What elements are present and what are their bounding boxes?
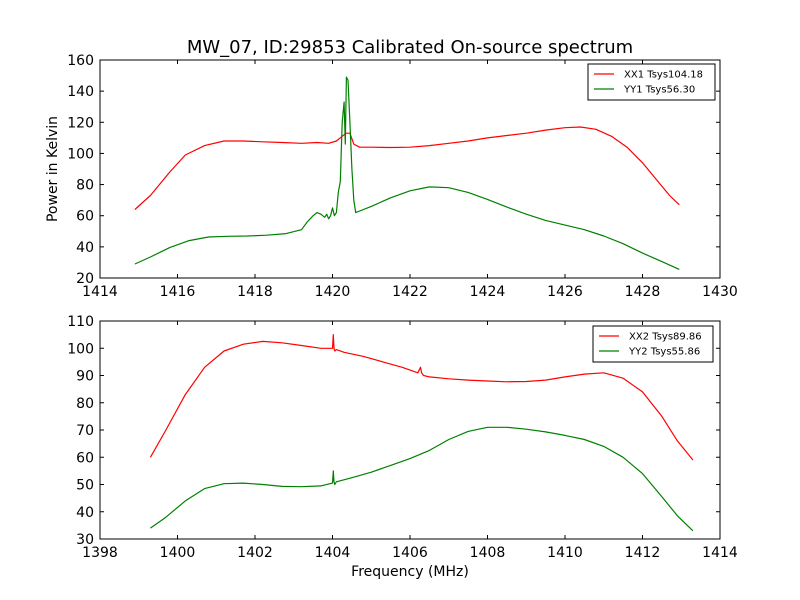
bottom-y-tick-label: 60 (76, 450, 94, 466)
bottom-x-tick-label: 1398 (82, 545, 118, 561)
top-x-tick-label: 1426 (547, 284, 583, 300)
top-x-tick-label: 1428 (625, 284, 661, 300)
bottom-legend-box (592, 325, 714, 363)
bottom-y-tick-label: 90 (76, 369, 94, 385)
bottom-x-tick-label: 1410 (547, 545, 583, 561)
top-y-tick-label: 100 (67, 146, 94, 162)
top-y-tick-label: 60 (76, 209, 94, 225)
bottom-x-tick-label: 1404 (315, 545, 351, 561)
bottom-y-tick-label: 80 (76, 396, 94, 412)
bottom-x-tick-label: 1406 (392, 545, 428, 561)
top-y-tick-label: 40 (76, 240, 94, 256)
bottom-y-tick-label: 110 (67, 314, 94, 330)
top-x-tick-label: 1418 (237, 284, 273, 300)
bottom-legend-xx-label: XX2 Tsys89.86 (629, 332, 702, 343)
bottom-y-tick-label: 70 (76, 423, 94, 439)
bottom-x-tick-label: 1402 (237, 545, 273, 561)
top-legend-box (587, 63, 716, 101)
top-x-tick-label: 1414 (82, 284, 118, 300)
bottom-series-layer (149, 334, 694, 532)
bottom-y-tick-label: 100 (67, 341, 94, 357)
top-series-yy-line (134, 76, 680, 270)
bottom-y-tick-label: 40 (76, 505, 94, 521)
bottom-x-tick-label: 1412 (625, 545, 661, 561)
bottom-x-axis-label: Frequency (MHz) (351, 564, 469, 580)
bottom-series-yy-line (150, 426, 694, 532)
top-series-layer (134, 76, 680, 270)
top-y-tick-label: 140 (67, 84, 94, 100)
top-x-tick-label: 1430 (702, 284, 738, 300)
top-x-tick-label: 1424 (470, 284, 506, 300)
top-spectrum-panel: 1414 1416 1418 1420 1422 1424 1426 1428 1430 20 40… (45, 53, 738, 300)
bottom-x-tick-label: 1414 (702, 545, 738, 561)
top-y-axis-label: Power in Kelvin (45, 116, 61, 222)
top-x-tick-label: 1420 (315, 284, 351, 300)
top-y-tick-label: 120 (67, 115, 94, 131)
top-series-xx-line (134, 126, 680, 210)
top-legend-xx-label: XX1 Tsys104.18 (624, 70, 703, 81)
bottom-y-tick-label: 50 (76, 478, 94, 494)
top-legend-yy-label: YY1 Tsys56.30 (623, 85, 695, 96)
top-y-tick-label: 80 (76, 178, 94, 194)
bottom-x-tick-label: 1408 (470, 545, 506, 561)
top-ticks: 1414 1416 1418 1420 1422 1424 1426 1428 1430 20 40… (67, 53, 738, 300)
top-y-tick-label: 160 (67, 53, 94, 69)
top-legend: XX1 Tsys104.18 YY1 Tsys56.30 (587, 63, 716, 101)
bottom-legend-yy-label: YY2 Tsys55.86 (628, 347, 700, 358)
bottom-series-xx-line (149, 334, 694, 461)
top-x-tick-label: 1422 (392, 284, 428, 300)
bottom-spectrum-panel: 1398 1400 1402 1404 1406 1408 1410 1412 1414 30 40… (67, 314, 738, 580)
top-x-tick-label: 1416 (160, 284, 196, 300)
bottom-legend: XX2 Tsys89.86 YY2 Tsys55.86 (592, 325, 714, 363)
figure-title: MW_07, ID:29853 Calibrated On-source spe… (187, 37, 633, 58)
bottom-y-tick-label: 30 (76, 532, 94, 548)
top-y-tick-label: 20 (76, 271, 94, 287)
bottom-x-tick-label: 1400 (160, 545, 196, 561)
bottom-ticks: 1398 1400 1402 1404 1406 1408 1410 1412 1414 30 40… (67, 314, 738, 561)
